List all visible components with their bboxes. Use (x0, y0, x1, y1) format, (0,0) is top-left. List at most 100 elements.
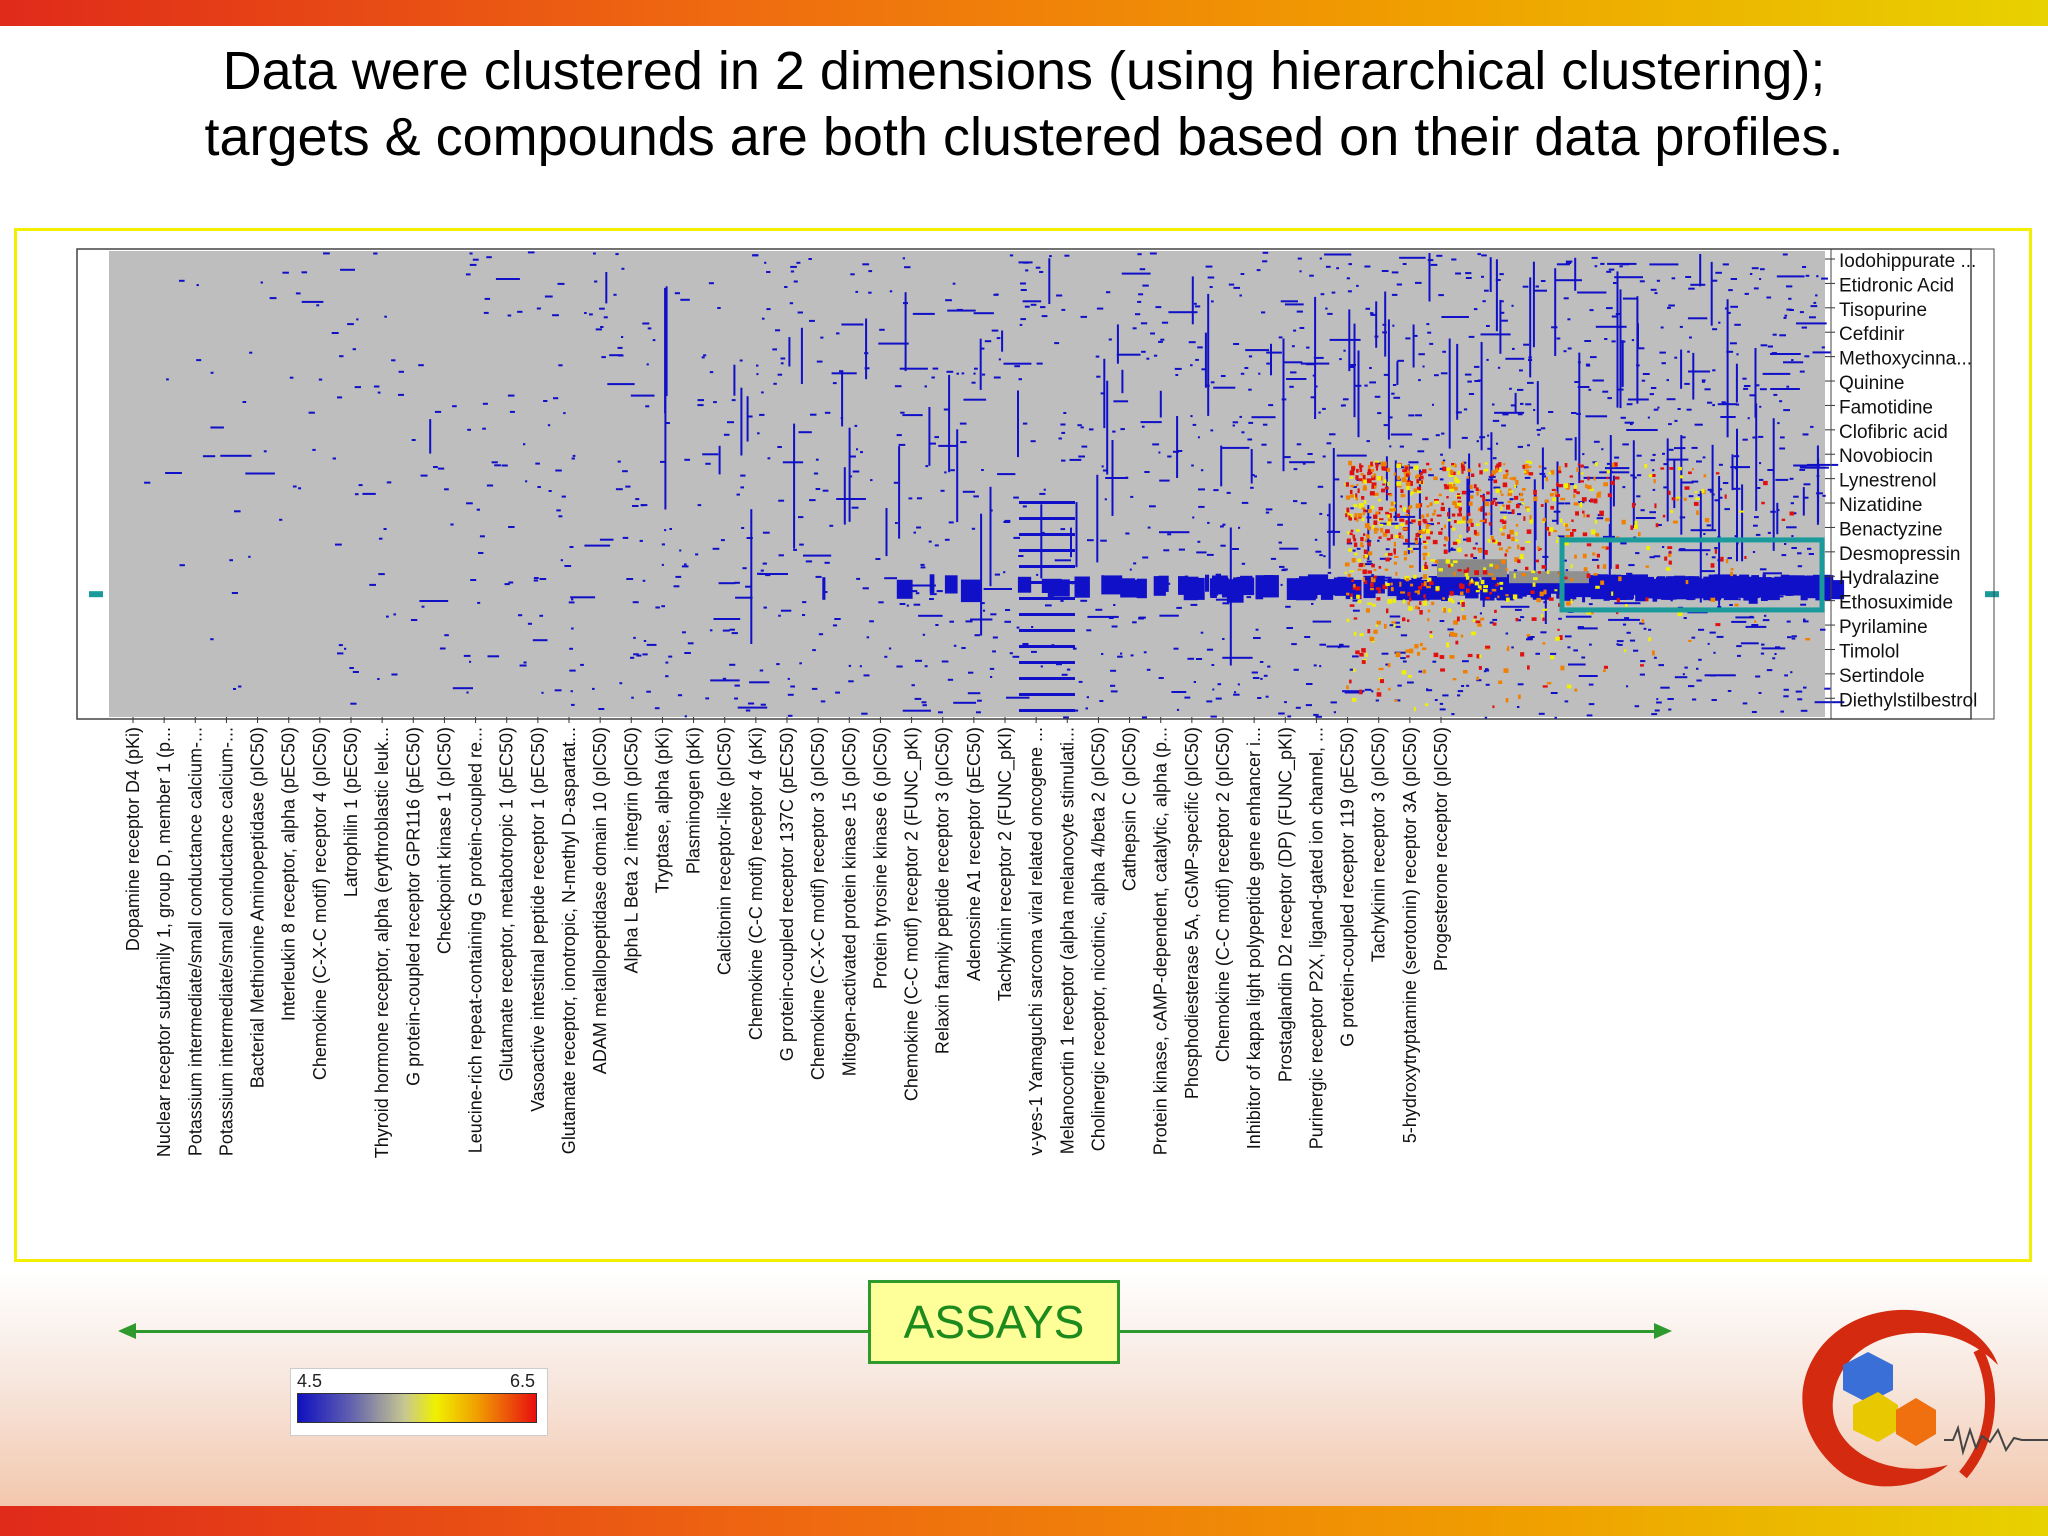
heatmap-cell-high (1688, 471, 1692, 475)
heatmap-cell-low (507, 314, 512, 317)
heatmap-cell-low (535, 462, 540, 465)
heatmap-cell-low (1268, 404, 1274, 407)
heatmap-cell-high (1421, 583, 1426, 587)
heatmap-cell-low (953, 701, 977, 704)
heatmap-cell-low (1293, 468, 1298, 471)
heatmap-cell-high (1594, 520, 1597, 524)
heatmap-cell-low (802, 601, 807, 604)
heatmap-cell-low (1492, 403, 1495, 406)
heatmap-cell-high (1375, 587, 1381, 591)
heatmap-cell-high (1730, 568, 1734, 571)
heatmap-band-cell (1236, 576, 1244, 596)
heatmap-cell-low (1348, 263, 1352, 266)
heatmap-streak-low (1699, 491, 1702, 603)
heatmap-cell-low (1667, 698, 1674, 700)
heatmap-cell-low (1653, 408, 1659, 411)
heatmap-streak-low (1673, 459, 1676, 509)
heatmap-cell-low (248, 555, 251, 558)
heatmap-cell-high (1413, 706, 1416, 712)
heatmap-cell-low (1713, 651, 1716, 654)
heatmap-cell-low (1371, 690, 1374, 693)
heatmap-cell-low (655, 606, 660, 609)
heatmap-cell-high (1519, 492, 1523, 497)
heatmap-cell-low (1440, 372, 1448, 375)
heatmap-cell-low (1402, 660, 1407, 663)
heatmap-cell-low (318, 378, 323, 381)
heatmap-cell-low (1710, 674, 1716, 677)
heatmap-cell-high (1531, 570, 1536, 574)
heatmap-cell-low (1762, 572, 1782, 575)
heatmap-cell-low (1266, 351, 1282, 354)
heatmap-cell-low (815, 488, 821, 490)
heatmap-cell-high (1452, 527, 1456, 531)
heatmap-cell-low (1592, 379, 1604, 382)
heatmap-streak-low (1710, 261, 1713, 326)
heatmap-cell-high (1489, 563, 1494, 567)
heatmap-cell-low (179, 564, 185, 567)
heatmap-cell-low (245, 472, 275, 475)
heatmap-cell-low (1329, 433, 1336, 436)
heatmap-cell-low (1642, 373, 1650, 375)
heatmap-cell-low (378, 537, 383, 540)
heatmap-cell-low (1542, 467, 1547, 470)
heatmap-cell-high (1484, 518, 1487, 524)
compound-label: Cefdinir (1839, 324, 1905, 345)
heatmap-cell-low (1790, 502, 1794, 505)
heatmap-cell-high (1599, 510, 1604, 516)
heatmap-cell-low (1712, 369, 1716, 372)
heatmap-cell-low (1694, 423, 1703, 426)
heatmap-cell-low (1116, 578, 1136, 581)
heatmap-cell-low (1656, 524, 1662, 526)
heatmap-cell-low (741, 527, 745, 529)
heatmap-streak-low (1482, 493, 1485, 607)
heatmap-cell-low (1577, 291, 1607, 294)
heatmap-cell-high (1492, 622, 1497, 626)
heatmap-cell-high (1376, 692, 1382, 697)
heatmap-cell-low (599, 538, 614, 541)
heatmap-cell-low (377, 391, 381, 394)
heatmap-cell-low (811, 687, 818, 690)
heatmap-cell-low (856, 577, 861, 580)
heatmap-cell-low (410, 619, 418, 621)
compound-label: Sertindole (1839, 666, 1925, 687)
heatmap-cell-low (1766, 669, 1773, 672)
heatmap-cell-low (759, 669, 764, 672)
heatmap-cell-low (1571, 412, 1577, 414)
heatmap-cell-low (1152, 443, 1160, 446)
heatmap-cell-low (1726, 311, 1731, 314)
heatmap-cell-low (609, 354, 623, 357)
heatmap-cell-low (1206, 553, 1214, 556)
heatmap-cell-low (1135, 313, 1141, 316)
heatmap-cell-low (1013, 496, 1019, 499)
heatmap-cell-high (1667, 553, 1672, 557)
heatmap-cell-low (1735, 403, 1740, 406)
heatmap-cell-low (1285, 605, 1291, 608)
heatmap-cell-low (1779, 595, 1784, 598)
heatmap-cell-high (1527, 465, 1532, 468)
heatmap-cell-low (861, 712, 868, 715)
heatmap-cell-low (1200, 631, 1204, 634)
heatmap-cell-low (391, 673, 398, 676)
heatmap-cell-low (1760, 268, 1765, 271)
heatmap-cell-low (1656, 279, 1660, 282)
heatmap-cell-low (1238, 526, 1241, 529)
heatmap-cell-low (635, 498, 640, 501)
heatmap-cell-low (1730, 278, 1737, 280)
heatmap-cell-high (1375, 462, 1378, 465)
heatmap-cell-high (1565, 487, 1570, 490)
heatmap-cell-high (1455, 479, 1461, 484)
heatmap-cell-low (1721, 401, 1726, 404)
heatmap-cell-low (924, 385, 927, 388)
heatmap-cell-low (1389, 624, 1394, 627)
heatmap-cell-high (1423, 529, 1427, 534)
heatmap-cell-low (956, 372, 959, 375)
heatmap-cell-low (508, 581, 514, 584)
heatmap-cell-high (1499, 581, 1504, 585)
heatmap-cell-high (1473, 615, 1477, 619)
heatmap-cell-high (1404, 575, 1410, 581)
heatmap-cell-low (863, 674, 870, 677)
heatmap-band-cell (1582, 580, 1586, 603)
heatmap-cell-low (1054, 342, 1060, 345)
heatmap-cell-low (1160, 338, 1165, 341)
heatmap-cell-high (1392, 598, 1396, 603)
